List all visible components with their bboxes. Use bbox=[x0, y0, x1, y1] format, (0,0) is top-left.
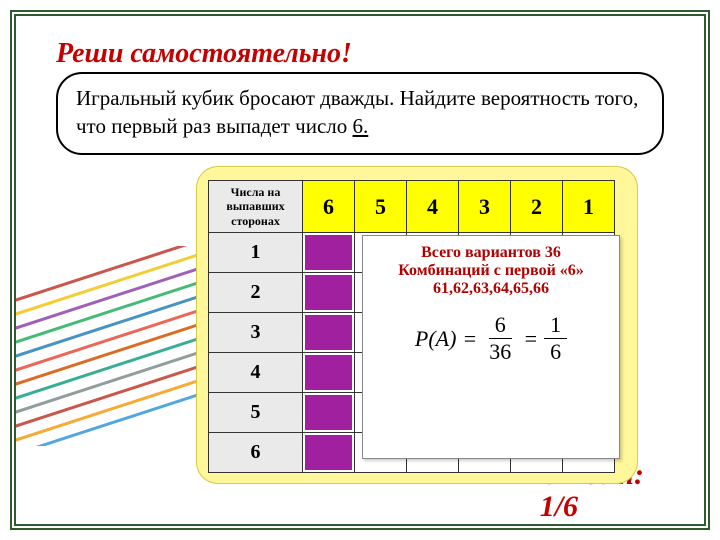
slide-title: Реши самостоятельно! bbox=[56, 38, 352, 70]
highlight-cell bbox=[303, 433, 355, 473]
overlay-line1: Всего вариантов 36 bbox=[369, 244, 613, 262]
formula-lhs: P(A) bbox=[415, 326, 457, 352]
problem-statement: Игральный кубик бросают дважды. Найдите … bbox=[56, 72, 664, 155]
overlay-line2: Комбинаций с первой «6» bbox=[369, 262, 613, 280]
overlay-line3: 61,62,63,64,65,66 bbox=[369, 280, 613, 298]
row-head: 2 bbox=[209, 273, 303, 313]
highlight-cell bbox=[303, 393, 355, 433]
solution-panel: Числа на выпавших сторонах 6 5 4 3 2 1 1… bbox=[196, 166, 638, 484]
probability-formula: P(A) = 6 36 = 1 6 bbox=[369, 312, 613, 365]
answer-value: 1/6 bbox=[540, 490, 578, 523]
row-head: 3 bbox=[209, 313, 303, 353]
fraction-2: 1 6 bbox=[544, 312, 567, 365]
fraction-1: 6 36 bbox=[483, 312, 517, 365]
table-corner: Числа на выпавших сторонах bbox=[209, 181, 303, 233]
highlight-cell bbox=[303, 313, 355, 353]
highlight-cell bbox=[303, 353, 355, 393]
col-head: 2 bbox=[511, 181, 563, 233]
row-head: 5 bbox=[209, 393, 303, 433]
highlight-cell bbox=[303, 233, 355, 273]
col-head: 6 bbox=[303, 181, 355, 233]
row-head: 1 bbox=[209, 233, 303, 273]
col-head: 5 bbox=[355, 181, 407, 233]
problem-six: 6. bbox=[353, 114, 369, 138]
explanation-overlay: Всего вариантов 36 Комбинаций с первой «… bbox=[362, 235, 620, 459]
row-head: 4 bbox=[209, 353, 303, 393]
col-head: 3 bbox=[459, 181, 511, 233]
col-head: 4 bbox=[407, 181, 459, 233]
slide-frame: Реши самостоятельно! Игральный кубик бро… bbox=[10, 10, 710, 530]
col-head: 1 bbox=[563, 181, 615, 233]
highlight-cell bbox=[303, 273, 355, 313]
row-head: 6 bbox=[209, 433, 303, 473]
